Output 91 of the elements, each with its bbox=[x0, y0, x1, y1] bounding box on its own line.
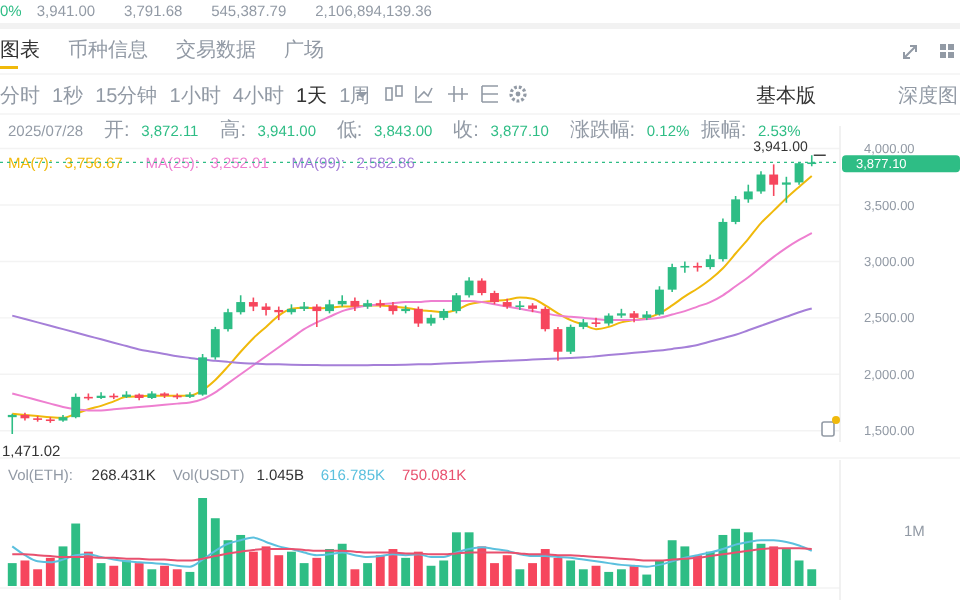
bar bbox=[363, 563, 373, 586]
bar bbox=[731, 528, 741, 586]
bar bbox=[578, 569, 588, 586]
candlestick bbox=[261, 302, 271, 317]
bar bbox=[198, 498, 208, 586]
bar bbox=[160, 565, 169, 586]
bar bbox=[147, 569, 157, 586]
candlestick bbox=[743, 183, 753, 204]
bar bbox=[33, 569, 43, 586]
bar bbox=[172, 569, 182, 586]
text: 4小时 bbox=[232, 84, 284, 108]
text: 1小时 bbox=[169, 84, 221, 108]
bar bbox=[312, 557, 322, 586]
candlestick bbox=[71, 392, 81, 420]
candlestick bbox=[655, 285, 664, 317]
bar bbox=[743, 532, 753, 586]
bar bbox=[20, 560, 30, 586]
candlestick bbox=[210, 326, 220, 361]
text: 币种信息 bbox=[68, 38, 148, 62]
text: 分时 bbox=[0, 84, 40, 108]
annotation: 收: bbox=[453, 120, 479, 142]
candlestick bbox=[312, 303, 322, 328]
bar bbox=[337, 543, 347, 586]
candlestick bbox=[451, 292, 461, 315]
candlestick bbox=[337, 294, 347, 308]
candlestick bbox=[769, 163, 779, 197]
candlestick bbox=[566, 323, 576, 355]
text: 1秒 bbox=[52, 84, 84, 108]
line-series bbox=[11, 231, 813, 412]
bar bbox=[350, 569, 360, 586]
bar bbox=[109, 565, 119, 586]
candlestick bbox=[591, 317, 601, 328]
text: 深度图 bbox=[898, 84, 958, 108]
bar bbox=[375, 555, 385, 586]
bar bbox=[616, 569, 626, 586]
bar bbox=[45, 557, 55, 586]
bar bbox=[642, 574, 652, 586]
text: 15分钟 bbox=[95, 84, 158, 108]
bar bbox=[96, 563, 106, 586]
bar bbox=[781, 549, 791, 586]
bar bbox=[502, 555, 512, 586]
text: 基本版 bbox=[756, 84, 816, 108]
bar bbox=[134, 563, 144, 586]
candlestick bbox=[7, 412, 17, 435]
candlestick bbox=[781, 175, 791, 204]
bar bbox=[477, 546, 487, 586]
candlestick bbox=[515, 300, 525, 311]
bar bbox=[528, 563, 537, 586]
bar bbox=[210, 518, 220, 586]
bar bbox=[401, 557, 411, 586]
bar bbox=[299, 563, 309, 586]
bar bbox=[71, 523, 81, 586]
candlestick bbox=[223, 308, 233, 333]
candlestick bbox=[198, 353, 208, 397]
bar bbox=[413, 551, 423, 586]
candlestick bbox=[274, 305, 284, 321]
bar bbox=[185, 571, 195, 586]
bar bbox=[236, 534, 246, 586]
candlestick bbox=[299, 301, 309, 312]
annotation: 开: bbox=[104, 120, 130, 142]
bar bbox=[287, 551, 296, 586]
bar bbox=[7, 563, 17, 586]
annotation: 振幅: bbox=[700, 118, 747, 142]
annotation: 高: bbox=[220, 118, 246, 142]
candlestick bbox=[540, 305, 550, 333]
bar bbox=[490, 563, 499, 586]
bar bbox=[451, 532, 461, 586]
text: 图表 bbox=[0, 38, 40, 62]
line-series bbox=[11, 307, 813, 367]
text: 1天 bbox=[296, 86, 328, 108]
bar bbox=[604, 571, 614, 586]
bar bbox=[464, 532, 474, 586]
candlestick bbox=[731, 195, 741, 225]
candlestick bbox=[464, 276, 474, 299]
annotation: 低: bbox=[336, 120, 363, 142]
bar bbox=[439, 560, 449, 586]
bar bbox=[769, 546, 779, 586]
bar bbox=[515, 569, 525, 586]
candlestick bbox=[375, 299, 385, 309]
bar bbox=[122, 560, 131, 586]
bar bbox=[566, 560, 576, 586]
candlestick bbox=[413, 305, 423, 328]
candlestick bbox=[236, 294, 246, 316]
text: 广场 bbox=[284, 38, 324, 62]
candlestick bbox=[718, 217, 728, 263]
text: 交易数据 bbox=[176, 38, 256, 62]
candlestick bbox=[96, 391, 106, 400]
candlestick bbox=[553, 326, 563, 362]
annotation: 涨跌幅: bbox=[569, 118, 636, 142]
bar bbox=[248, 551, 258, 586]
bar bbox=[629, 565, 639, 586]
